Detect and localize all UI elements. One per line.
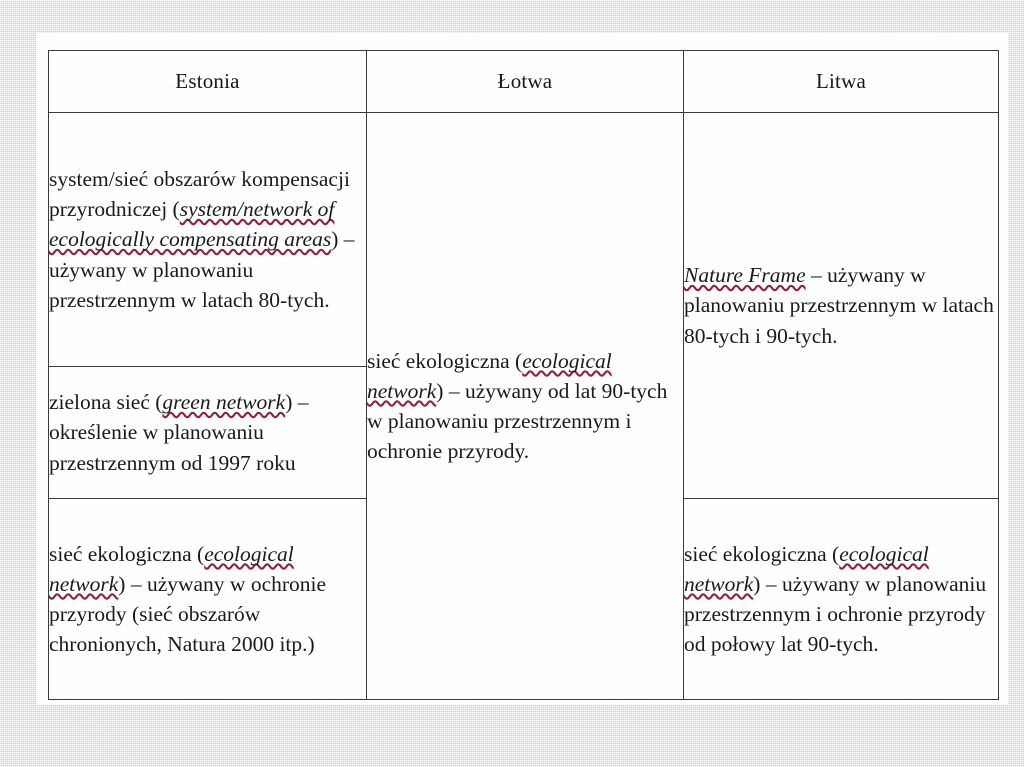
english-term: Nature Frame: [684, 263, 806, 288]
table-body: system/sieć obszarów kompensacji przyrod…: [48, 112, 999, 700]
country-terminology-table: Estonia Łotwa Litwa system/sieć obszarów…: [48, 50, 999, 700]
cell-lotwa-1: sieć ekologiczna (ecological network) – …: [366, 112, 684, 700]
text-pre: sieć ekologiczna (: [684, 541, 840, 566]
header-cell-estonia: Estonia: [48, 50, 367, 113]
english-term: ecological network: [684, 541, 929, 596]
english-term: system/network of ecologically compensat…: [49, 197, 335, 252]
text-pre: system/sieć obszarów kompensacji przyrod…: [49, 167, 350, 222]
header-cell-lotwa: Łotwa: [366, 50, 684, 113]
cell-lotwa-1-text: sieć ekologiczna (ecological network) – …: [367, 346, 683, 466]
text-pre: sieć ekologiczna (: [49, 541, 205, 566]
text-post: – używany w planowaniu przestrzennym w l…: [684, 263, 994, 348]
text-pre: zielona sieć (: [49, 390, 163, 415]
cell-estonia-3-text: sieć ekologiczna (ecological network) – …: [49, 539, 366, 659]
english-term: ecological network: [367, 348, 612, 403]
text-post: ) – określenie w planowaniu przestrzenny…: [49, 390, 309, 475]
text-post: ) – używany w ochronie przyrody (sieć ob…: [49, 571, 327, 657]
cell-estonia-2-text: zielona sieć (green network) – określeni…: [49, 387, 366, 477]
cell-estonia-3: sieć ekologiczna (ecological network) – …: [48, 498, 367, 700]
cell-estonia-1: system/sieć obszarów kompensacji przyrod…: [48, 112, 367, 367]
table-row: sieć ekologiczna (ecological network) – …: [48, 498, 999, 700]
text-pre: sieć ekologiczna (: [367, 348, 523, 373]
cell-litwa-2-text: sieć ekologiczna (ecological network) – …: [684, 539, 998, 659]
table-header-row-group: Estonia Łotwa Litwa: [48, 50, 999, 113]
header-cell-litwa: Litwa: [683, 50, 999, 113]
table-row: zielona sieć (green network) – określeni…: [48, 366, 999, 499]
table-header-row: Estonia Łotwa Litwa: [48, 50, 999, 113]
cell-estonia-2: zielona sieć (green network) – określeni…: [48, 366, 367, 499]
cell-litwa-1: Nature Frame – używany w planowaniu prze…: [683, 112, 999, 499]
cell-estonia-1-text: system/sieć obszarów kompensacji przyrod…: [49, 164, 366, 314]
text-post: ) – używany od lat 90-tych w planowaniu …: [367, 378, 668, 464]
table-row: system/sieć obszarów kompensacji przyrod…: [48, 112, 999, 700]
cell-litwa-2: sieć ekologiczna (ecological network) – …: [683, 498, 999, 700]
text-post: ) – używany w planowaniu przestrzennym w…: [49, 227, 355, 312]
english-term: green network: [162, 390, 286, 415]
text-post: ) – używany w planowaniu przestrzennym i…: [684, 571, 987, 657]
cell-litwa-1-text: Nature Frame – używany w planowaniu prze…: [684, 260, 998, 350]
english-term: ecological network: [49, 541, 294, 596]
